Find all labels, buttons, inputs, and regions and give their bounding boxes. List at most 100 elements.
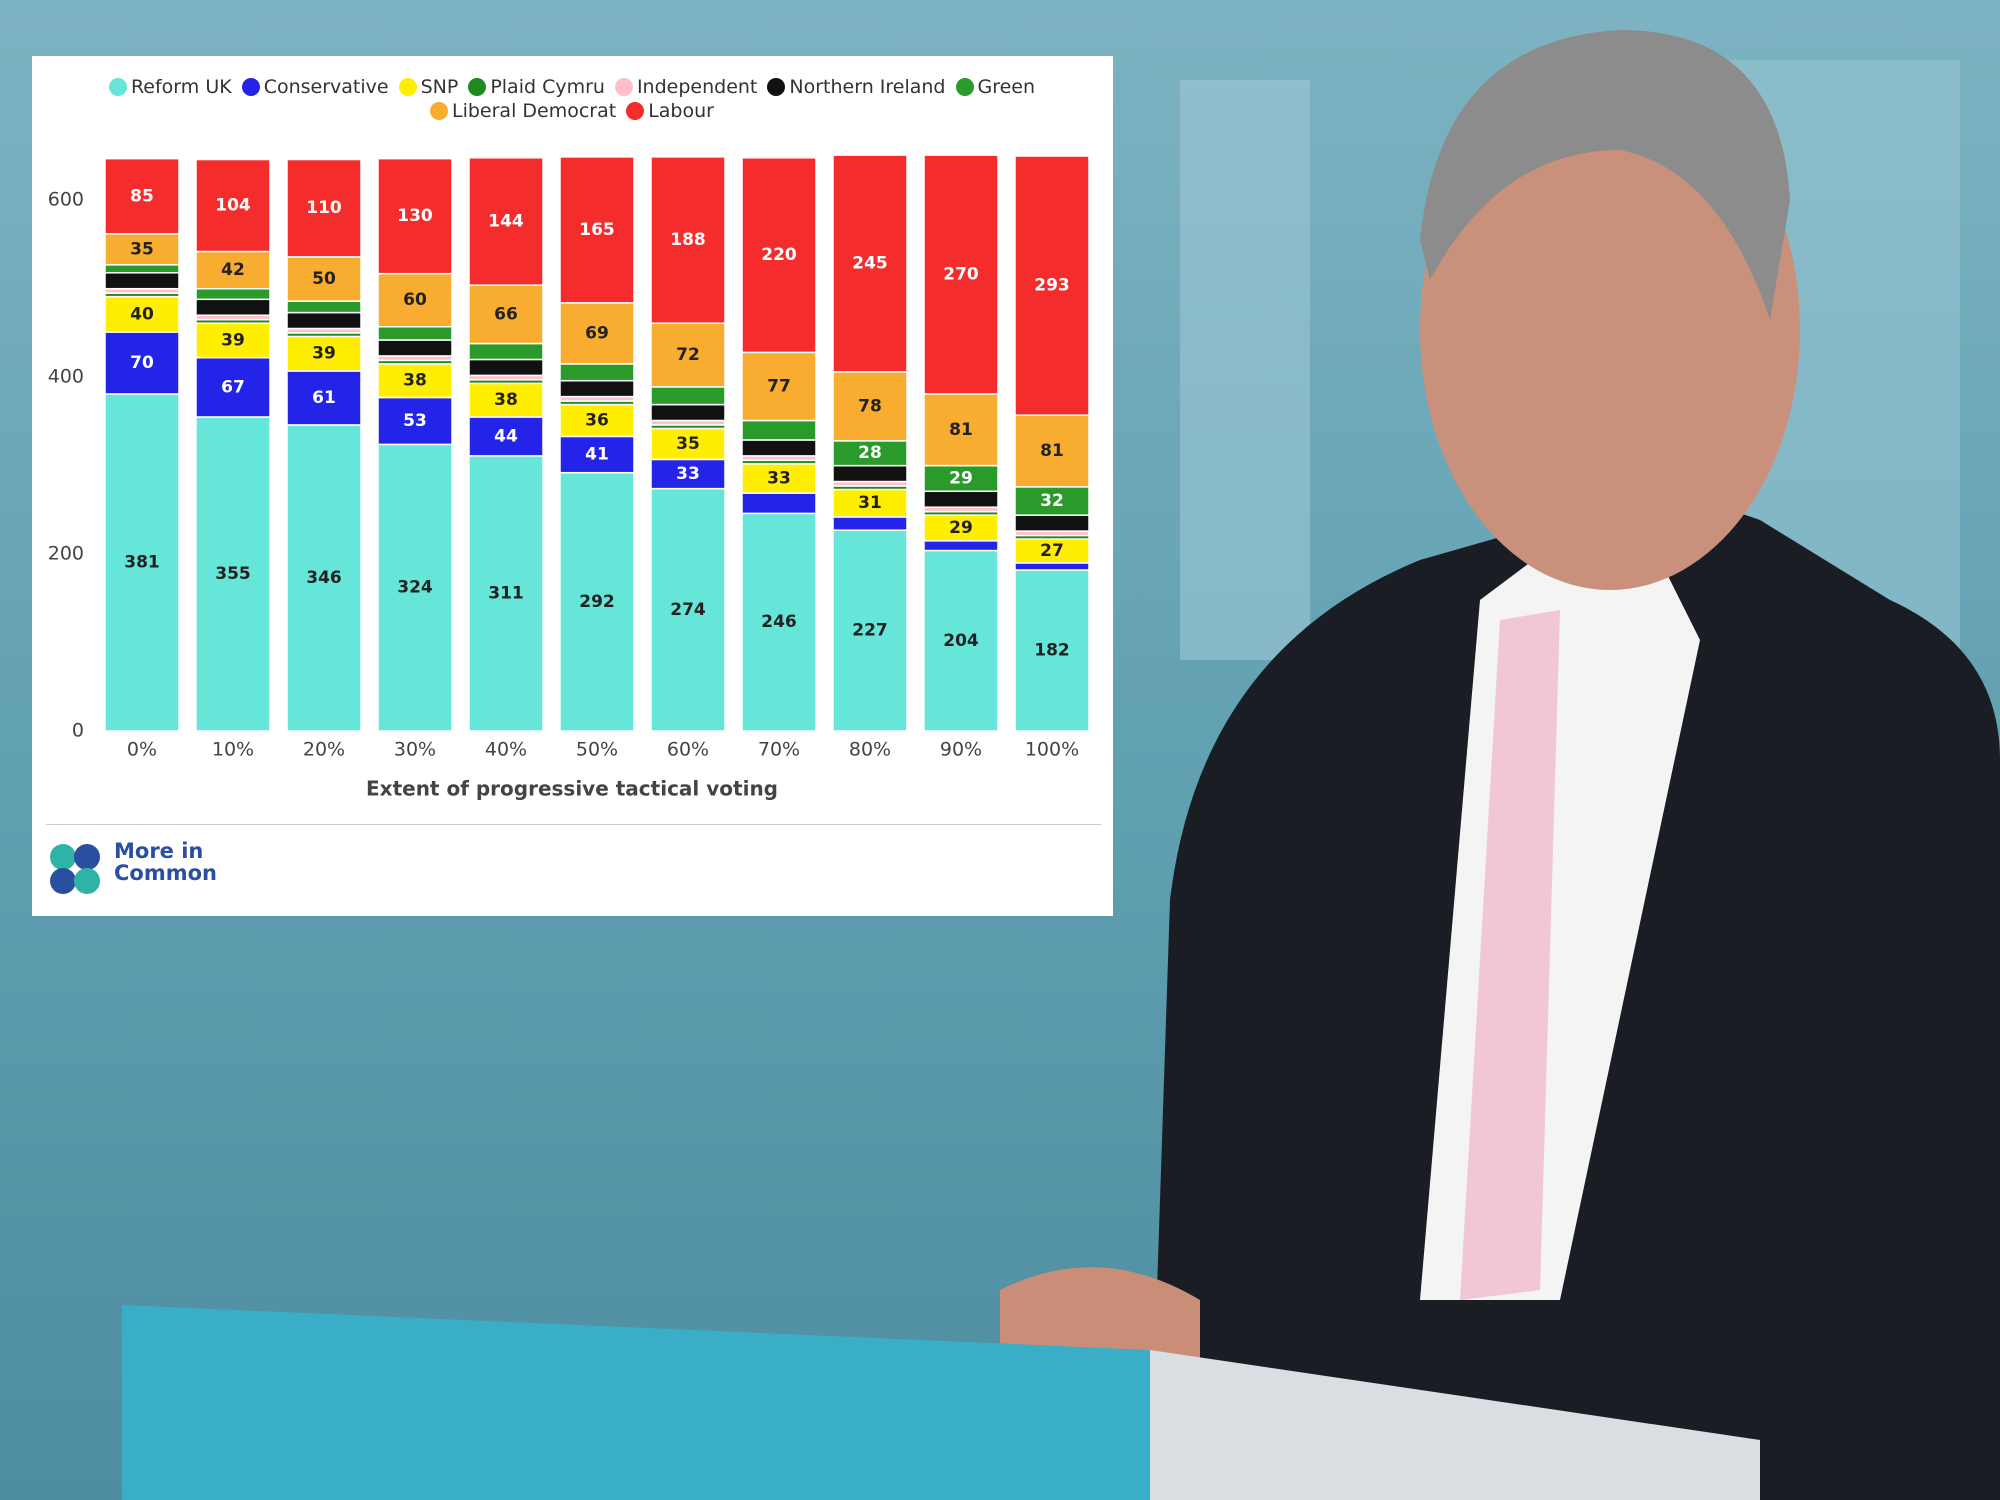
brand-logo — [50, 844, 100, 894]
bar-segment — [1014, 569, 1090, 732]
x-tick-label: 0% — [127, 739, 157, 761]
data-label: 104 — [215, 196, 251, 216]
data-label: 36 — [585, 411, 609, 431]
legend-label: Green — [977, 76, 1036, 98]
bar-segment — [104, 393, 180, 732]
legend-swatch — [430, 102, 448, 120]
data-label: 227 — [852, 621, 888, 641]
bar-segment — [741, 512, 817, 732]
data-label: 50 — [312, 269, 336, 289]
bar-segment — [559, 379, 635, 398]
bar-segment — [832, 371, 908, 442]
x-tick-label: 80% — [849, 739, 891, 761]
legend-label: Conservative — [263, 76, 389, 98]
legend-item: SNP — [398, 76, 458, 98]
bar-segment — [923, 540, 999, 552]
data-label: 130 — [397, 206, 433, 226]
legend-label: Independent — [636, 76, 758, 98]
bar-segment — [104, 331, 180, 395]
data-label: 60 — [403, 290, 427, 310]
legend: Reform UK Conservative SNP Plaid Cymru Indep… — [92, 76, 1052, 122]
data-label: 29 — [949, 468, 973, 488]
x-tick-label: 20% — [303, 739, 345, 761]
bar-segment — [1014, 562, 1090, 571]
bar-segment — [377, 272, 453, 328]
bar-segment — [286, 158, 362, 258]
data-label: 69 — [585, 323, 609, 343]
data-label: 42 — [221, 260, 245, 280]
legend-item: Independent — [614, 76, 758, 98]
data-label: 31 — [858, 493, 882, 513]
bar-segment — [923, 514, 999, 542]
bar-segment — [1014, 514, 1090, 532]
bar-segment — [195, 322, 271, 359]
bar-segment — [923, 393, 999, 467]
podium — [122, 1305, 1150, 1500]
bar-segment — [650, 487, 726, 732]
data-label: 44 — [494, 426, 518, 446]
data-label: 110 — [306, 198, 342, 218]
legend-item: Labour — [626, 100, 714, 122]
data-label: 41 — [585, 445, 609, 465]
bar-segment — [650, 386, 726, 406]
bar-segment — [923, 154, 999, 395]
bar-segment — [104, 264, 180, 274]
bar-segment — [104, 233, 180, 266]
legend-swatch — [767, 78, 786, 96]
bar-segment — [286, 300, 362, 314]
data-label: 188 — [670, 230, 706, 250]
legend-swatch — [108, 78, 127, 96]
bar-segment — [741, 492, 817, 515]
x-axis-label: Extent of progressive tactical voting — [366, 777, 778, 801]
data-label: 381 — [124, 552, 160, 572]
bar-segment — [104, 295, 180, 333]
data-label: 270 — [943, 265, 979, 285]
x-tick-label: 60% — [667, 739, 709, 761]
legend-item: Liberal Democrat — [430, 100, 616, 122]
data-label: 144 — [488, 211, 524, 231]
bar-segment — [559, 156, 635, 304]
data-label: 72 — [676, 345, 700, 365]
head — [1420, 70, 1800, 590]
x-tick-label: 50% — [576, 739, 618, 761]
data-label: 355 — [215, 564, 251, 584]
bar-segment — [832, 488, 908, 518]
data-label: 81 — [1040, 441, 1064, 461]
bar-segment — [741, 351, 817, 422]
podium-top — [1150, 1350, 1760, 1500]
bar-segment — [650, 156, 726, 324]
x-tick-label: 90% — [940, 739, 982, 761]
data-label: 165 — [579, 220, 615, 240]
bar-segment — [286, 370, 362, 426]
bar-segment — [559, 403, 635, 438]
tie — [1460, 610, 1560, 1300]
legend-item: Northern Ireland — [767, 76, 946, 98]
legend-item: Plaid Cymru — [468, 76, 605, 98]
y-tick-label: 0 — [72, 720, 84, 742]
bar-segment — [286, 311, 362, 330]
bar-segment — [741, 463, 817, 494]
data-label: 38 — [403, 371, 427, 391]
bar-segment — [1014, 155, 1090, 416]
bar-segment — [377, 325, 453, 341]
bar-segment — [832, 440, 908, 467]
bar-segment — [377, 363, 453, 399]
legend-swatch — [241, 78, 260, 96]
bar-segment — [195, 287, 271, 301]
bar-segment — [832, 516, 908, 531]
bar-segment — [104, 157, 180, 235]
legend-label: Plaid Cymru — [490, 76, 605, 98]
legend-label: Liberal Democrat — [452, 100, 617, 122]
bar-segment — [741, 439, 817, 457]
bar-segment — [377, 339, 453, 357]
bar-segment — [195, 416, 271, 732]
bar-segment — [104, 272, 180, 290]
bar-segment — [468, 157, 544, 286]
x-tick-label: 40% — [485, 739, 527, 761]
x-tick-label: 30% — [394, 739, 436, 761]
data-label: 67 — [221, 377, 245, 397]
bar-segment — [377, 157, 453, 275]
legend-label: Labour — [648, 100, 714, 122]
bar-segment — [923, 549, 999, 732]
